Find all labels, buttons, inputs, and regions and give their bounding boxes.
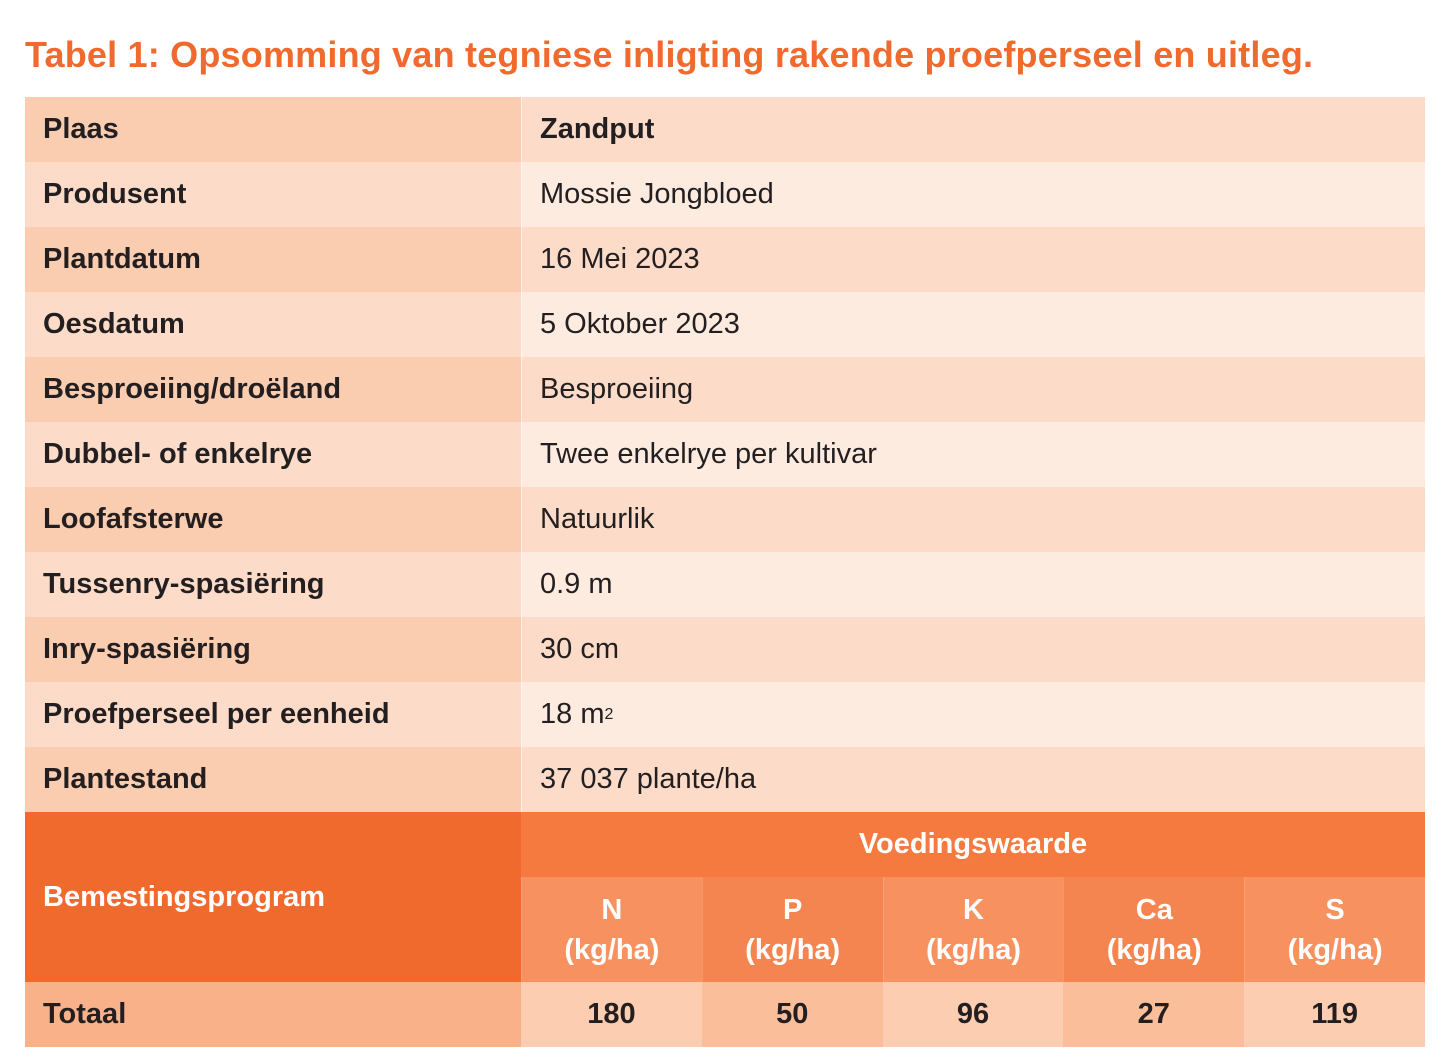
row-value: Besproeiing <box>521 357 1425 422</box>
nutrient-name: K <box>963 893 984 926</box>
row-label: Inry-spasiëring <box>25 617 521 682</box>
row-label: Plantdatum <box>25 227 521 292</box>
total-values: 180 50 96 27 119 <box>521 982 1425 1047</box>
row-value: Mossie Jongbloed <box>521 162 1425 227</box>
row-label: Oesdatum <box>25 292 521 357</box>
nutrient-header: N (kg/ha) <box>521 877 702 982</box>
nutrient-header: P (kg/ha) <box>701 877 883 982</box>
nutrient-header: Ca (kg/ha) <box>1063 877 1245 982</box>
value-text: 18 m <box>540 698 605 730</box>
row-label: Plaas <box>25 97 521 162</box>
table-row: Plantestand 37 037 plante/ha <box>25 747 1425 812</box>
nutrient-unit: (kg/ha) <box>925 933 1022 966</box>
fertilisation-label: Bemestingsprogram <box>25 812 521 982</box>
nutrient-name: N <box>601 893 623 926</box>
table-row: Tussenry-spasiëring 0.9 m <box>25 552 1425 617</box>
total-row: Totaal 180 50 96 27 119 <box>25 982 1425 1047</box>
total-label: Totaal <box>25 982 521 1047</box>
table-row: Plantdatum 16 Mei 2023 <box>25 227 1425 292</box>
row-label: Proefperseel per eenheid <box>25 682 521 747</box>
row-label: Produsent <box>25 162 521 227</box>
row-value: Natuurlik <box>521 487 1425 552</box>
total-value: 119 <box>1244 982 1425 1047</box>
table-row: Dubbel- of enkelrye Twee enkelrye per kul… <box>25 422 1425 487</box>
superscript: 2 <box>604 705 614 723</box>
row-value: 37 037 plante/ha <box>521 747 1425 812</box>
total-value: 50 <box>701 982 883 1047</box>
total-value: 180 <box>521 982 702 1047</box>
row-label: Loofafsterwe <box>25 487 521 552</box>
table-row: Besproeiing/droëland Besproeiing <box>25 357 1425 422</box>
table-row: Plaas Zandput <box>25 97 1425 162</box>
row-label: Dubbel- of enkelrye <box>25 422 521 487</box>
nutrient-name: P <box>783 893 803 926</box>
nutrient-header: K (kg/ha) <box>882 877 1064 982</box>
row-value: Zandput <box>521 97 1425 162</box>
nutrient-unit: (kg/ha) <box>1287 933 1383 966</box>
row-label: Plantestand <box>25 747 521 812</box>
total-value: 96 <box>882 982 1064 1047</box>
nutrient-unit: (kg/ha) <box>564 933 660 966</box>
nutrient-header-group: Voedingswaarde N (kg/ha) P (kg/ha) K (kg/ha… <box>521 812 1425 982</box>
table-row: Inry-spasiëring 30 cm <box>25 617 1425 682</box>
total-value: 27 <box>1063 982 1245 1047</box>
table-row: Produsent Mossie Jongbloed <box>25 162 1425 227</box>
row-label: Tussenry-spasiëring <box>25 552 521 617</box>
fertilisation-header: Bemestingsprogram Voedingswaarde N (kg/ha… <box>25 812 1425 982</box>
nutrient-group-header: Voedingswaarde <box>521 812 1425 877</box>
table-title: Tabel 1: Opsomming van tegniese inligtin… <box>25 34 1314 75</box>
row-value: Twee enkelrye per kultivar <box>521 422 1425 487</box>
row-value: 30 cm <box>521 617 1425 682</box>
technical-info-table: Plaas Zandput Produsent Mossie Jongbloed P… <box>25 97 1425 1047</box>
row-value: 16 Mei 2023 <box>521 227 1425 292</box>
table-row: Oesdatum 5 Oktober 2023 <box>25 292 1425 357</box>
nutrient-subheaders: N (kg/ha) P (kg/ha) K (kg/ha) Ca (kg/ha) S (k… <box>521 877 1425 982</box>
table-row: Loofafsterwe Natuurlik <box>25 487 1425 552</box>
nutrient-unit: (kg/ha) <box>1106 933 1202 966</box>
row-label: Besproeiing/droëland <box>25 357 521 422</box>
row-value: 5 Oktober 2023 <box>521 292 1425 357</box>
row-value: 0.9 m <box>521 552 1425 617</box>
nutrient-unit: (kg/ha) <box>745 933 841 966</box>
nutrient-name: Ca <box>1135 893 1173 926</box>
nutrient-header: S (kg/ha) <box>1244 877 1425 982</box>
nutrient-name: S <box>1325 893 1345 926</box>
